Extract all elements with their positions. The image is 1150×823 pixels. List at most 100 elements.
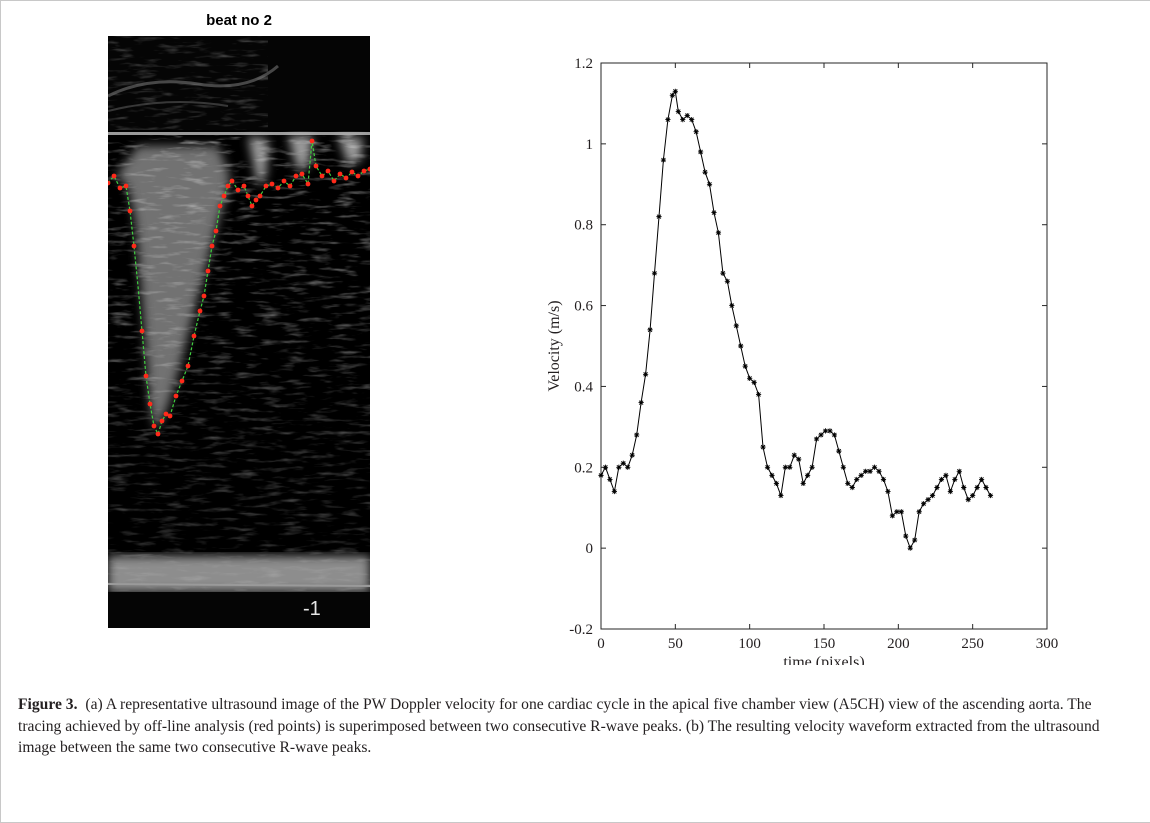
x-tick-label: 50	[668, 636, 683, 652]
data-point	[769, 472, 775, 478]
data-point	[938, 476, 945, 483]
y-tick-label: -0.2	[569, 622, 593, 638]
data-point	[751, 379, 757, 385]
data-point	[660, 157, 667, 163]
data-point	[858, 472, 864, 478]
data-point	[956, 468, 962, 474]
y-tick-label: 0.4	[574, 379, 593, 395]
data-point	[912, 537, 918, 543]
data-point	[729, 302, 735, 309]
x-tick-label: 300	[1036, 636, 1059, 652]
data-point	[616, 464, 622, 470]
tracing-points	[108, 138, 370, 437]
data-point	[916, 509, 922, 515]
data-point	[827, 428, 833, 434]
data-point	[675, 108, 681, 115]
x-tick-label: 150	[813, 636, 836, 652]
data-point	[880, 476, 887, 483]
data-point	[898, 509, 904, 515]
data-point	[903, 533, 909, 539]
velocity-chart: 0 50 100 150 200 250 300-0.200.20.40.60.811.2t…	[546, 56, 1059, 665]
data-point	[684, 112, 690, 119]
data-point	[782, 464, 788, 470]
data-point	[885, 488, 891, 495]
data-point	[965, 497, 971, 503]
data-point	[680, 117, 686, 123]
data-point	[840, 464, 846, 470]
data-point	[764, 464, 771, 470]
plot-frame	[600, 62, 1048, 630]
data-point	[845, 480, 851, 487]
data-point	[952, 476, 958, 483]
data-point	[813, 436, 820, 442]
data-point	[773, 480, 780, 487]
data-point	[863, 468, 869, 474]
data-point	[647, 327, 653, 333]
data-point	[638, 400, 644, 406]
data-point	[733, 323, 739, 329]
x-tick-label: 100	[738, 636, 761, 652]
y-tick-label: 0.6	[574, 299, 593, 315]
data-point	[983, 484, 989, 491]
data-point	[665, 117, 671, 123]
data-point	[822, 428, 829, 434]
data-point	[791, 452, 797, 458]
data-point	[921, 501, 927, 507]
data-point	[876, 468, 882, 474]
y-tick-label: 1	[586, 137, 594, 153]
data-point	[836, 448, 842, 454]
data-point	[778, 492, 784, 499]
data-point	[871, 464, 878, 470]
ultrasound-scale-label: -1	[303, 598, 321, 620]
data-point	[831, 432, 838, 438]
data-point	[925, 497, 931, 503]
data-point	[747, 375, 753, 381]
y-tick-label: 0	[586, 541, 594, 557]
data-point	[698, 149, 704, 155]
data-point	[974, 484, 980, 491]
data-point	[947, 488, 953, 495]
data-point	[849, 484, 855, 491]
data-point	[656, 214, 662, 220]
velocity-line	[600, 90, 991, 550]
ultrasound-doppler-image	[108, 36, 370, 628]
data-point	[602, 464, 609, 470]
data-point	[669, 92, 675, 98]
data-point	[943, 472, 949, 478]
data-point	[889, 513, 895, 519]
data-point	[625, 464, 631, 470]
data-point	[894, 509, 900, 515]
y-tick-label: 0.8	[574, 218, 593, 234]
x-tick-label: 200	[887, 636, 910, 652]
x-axis-label: time (pixels)	[783, 654, 864, 665]
data-point	[720, 270, 726, 276]
data-point	[738, 343, 744, 349]
data-point	[651, 270, 658, 276]
y-tick-label: 1.2	[574, 56, 593, 72]
data-point	[711, 209, 717, 216]
data-point	[854, 476, 860, 483]
data-point	[689, 117, 695, 123]
data-point	[755, 391, 762, 398]
figure-caption-text: (a) A representative ultrasound image of…	[18, 696, 1100, 756]
data-point	[598, 472, 604, 478]
x-tick-label: 0	[597, 636, 605, 652]
figure-caption: Figure 3. (a) A representative ultrasoun…	[18, 694, 1133, 759]
data-point	[611, 488, 617, 495]
data-point	[607, 476, 613, 483]
tracing-line	[108, 140, 370, 436]
data-point	[818, 432, 824, 438]
data-point	[702, 169, 708, 175]
data-point	[987, 492, 994, 499]
y-axis-label: Velocity (m/s)	[546, 300, 563, 391]
data-point	[693, 129, 699, 135]
data-point	[787, 464, 793, 470]
figure-label: Figure 3.	[18, 696, 78, 713]
data-point	[715, 230, 722, 236]
data-point	[742, 363, 748, 369]
data-point	[706, 181, 713, 187]
y-tick-label: 0.2	[574, 460, 593, 476]
data-point	[634, 432, 640, 438]
data-point	[809, 464, 815, 470]
data-point	[929, 492, 936, 499]
